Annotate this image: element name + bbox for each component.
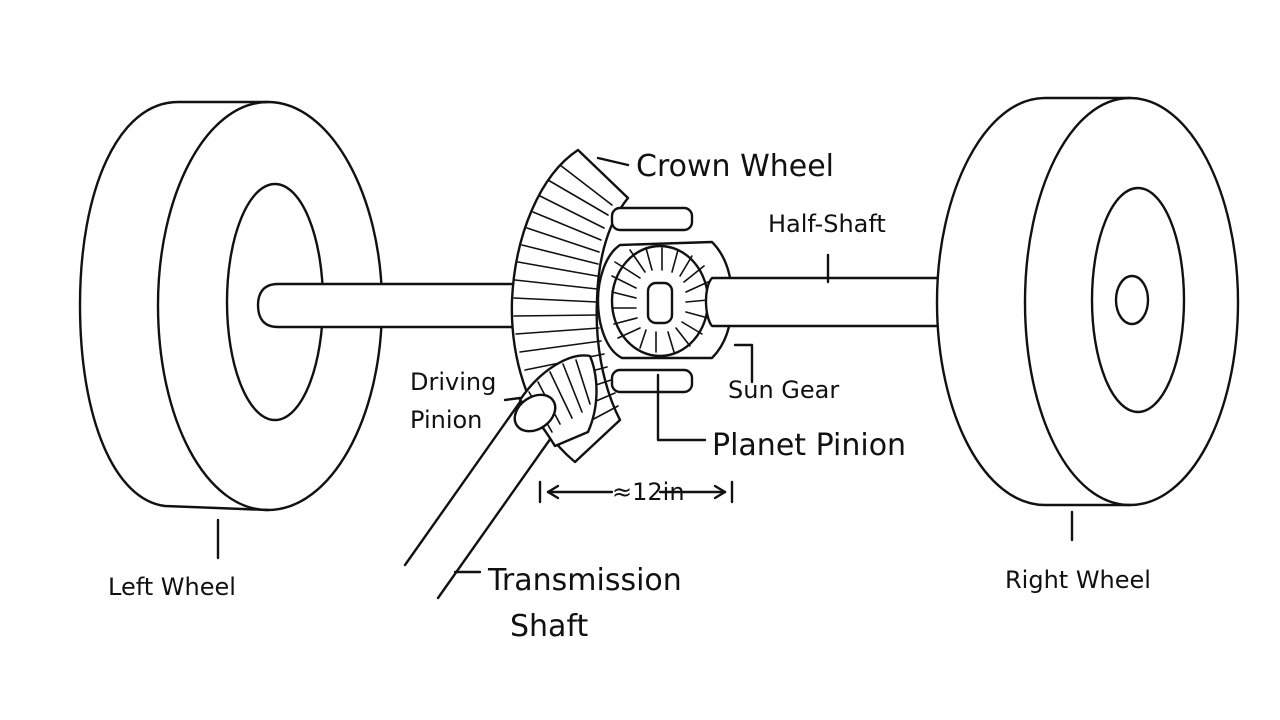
right-wheel <box>935 96 1240 507</box>
driving-pinion <box>513 354 598 448</box>
label-sun-gear: Sun Gear <box>728 376 839 404</box>
pinion-shaft-end <box>513 393 557 433</box>
leader-lines <box>216 156 1074 574</box>
planet-gear-assembly <box>596 240 734 360</box>
label-crown-wheel: Crown Wheel <box>636 149 834 184</box>
sun-gear-core <box>646 281 674 325</box>
planet-pinion-teeth <box>611 247 709 353</box>
right-half-shaft <box>704 276 942 328</box>
label-driving-pinion-line1: Driving <box>410 368 496 396</box>
label-transmission-line2: Shaft <box>510 609 588 644</box>
left-half-shaft <box>256 282 527 329</box>
label-planet-pinion: Planet Pinion <box>712 428 906 463</box>
cage-rods <box>610 206 694 394</box>
label-right-wheel: Right Wheel <box>1005 566 1151 594</box>
label-half-shaft: Half-Shaft <box>768 210 886 238</box>
label-left-wheel: Left Wheel <box>108 573 236 601</box>
transmission-shaft <box>403 400 560 600</box>
label-transmission-line1: Transmission <box>487 563 682 598</box>
right-axle-end <box>1114 274 1150 326</box>
label-dimension: ≈12in <box>612 478 685 506</box>
label-driving-pinion-line2: Pinion <box>410 406 482 434</box>
